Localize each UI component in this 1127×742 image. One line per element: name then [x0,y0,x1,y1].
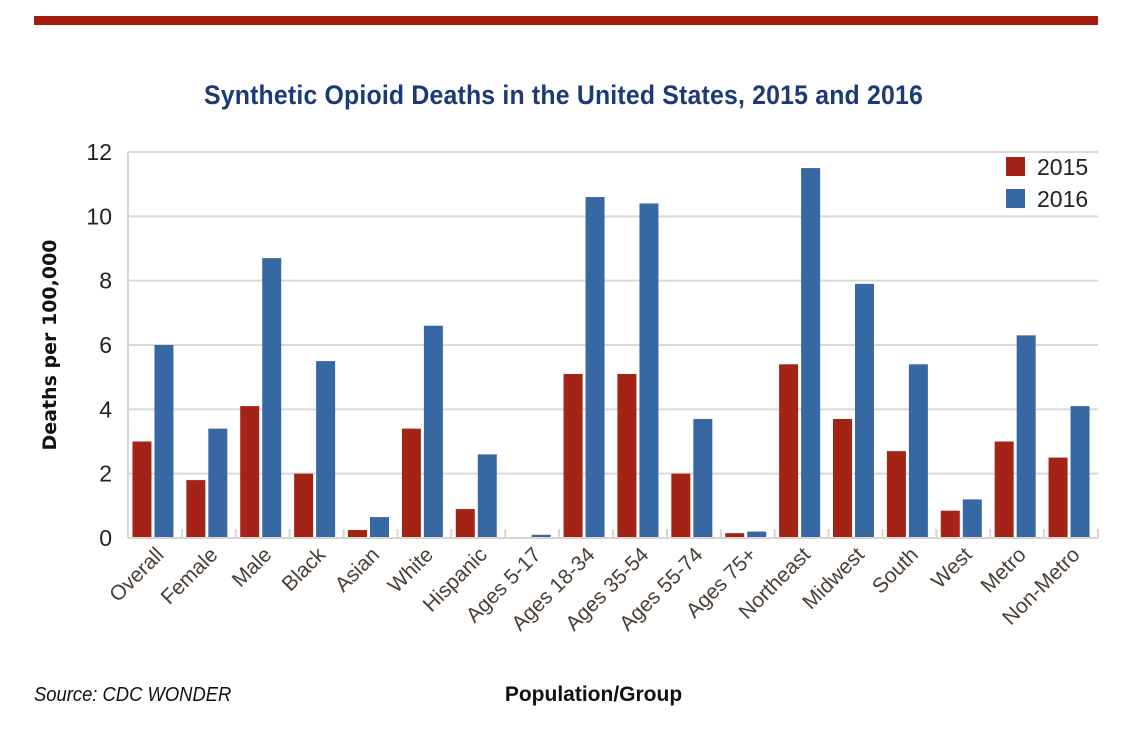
x-axis-label: Population/Group [504,683,683,706]
bar-2015-northeast [779,364,799,538]
bar-2016-ages-75- [747,531,767,538]
y-tick-label: 6 [99,332,112,358]
bar-2015-ages-55-74 [671,473,691,538]
y-tick-labels: 0 2 4 6 8 10 12 [86,139,112,551]
legend-swatch-2015 [1006,157,1025,176]
top-accent-rule [34,16,1098,25]
chart-title: Synthetic Opioid Deaths in the United St… [203,80,923,110]
bar-2015-ages-18-34 [563,373,583,538]
x-tick-label: Overall [105,543,168,606]
source-note: Source: CDC WONDER [34,684,232,706]
bar-2016-asian [370,517,389,538]
legend-label-2016: 2016 [1037,186,1088,212]
bars [132,168,1090,539]
y-tick-label: 0 [99,525,112,551]
y-tick-label: 12 [86,139,112,165]
bar-2016-male [262,258,282,538]
y-tick-label: 4 [99,396,112,422]
bar-2016-midwest [855,283,874,538]
bar-2015-female [186,480,206,538]
y-tick-label: 8 [99,268,112,294]
x-tick-label: South [868,543,923,598]
bar-2016-ages-35-54 [639,203,659,538]
y-tick-label: 2 [99,461,112,487]
bar-2015-hispanic [455,509,475,538]
bar-2016-west [962,499,982,538]
y-tick-label: 10 [86,203,112,229]
x-tick-label: Female [157,543,223,609]
bar-2016-hispanic [477,454,497,538]
bar-2015-ages-75- [725,533,745,538]
bar-2015-metro [994,441,1014,538]
legend-swatch-2016 [1006,189,1025,208]
x-tick-label: Black [278,543,331,596]
x-tick-label: West [927,543,977,593]
bar-2016-ages-55-74 [693,418,713,538]
x-tick-label: Asian [331,543,384,596]
gridlines [128,151,1098,475]
bar-2016-overall [154,345,174,538]
bar-2015-west [940,510,960,538]
legend-label-2015: 2015 [1037,154,1088,180]
bar-2016-northeast [801,168,821,539]
bar-2016-ages-5-17 [531,534,551,538]
bar-2016-black [316,361,336,538]
x-tick-label: Male [228,543,276,591]
bar-2015-non-metro [1048,457,1068,538]
bar-2016-non-metro [1070,406,1090,538]
bar-2015-overall [132,441,152,538]
bar-2015-south [886,451,906,538]
bar-2015-male [240,406,260,538]
bar-2016-south [908,364,928,538]
bar-2015-ages-35-54 [617,373,637,538]
bar-2015-white [401,428,421,538]
bar-2016-metro [1016,335,1036,538]
bar-2015-midwest [833,418,852,538]
bar-2016-female [208,428,228,538]
bar-2016-white [423,325,443,538]
legend: 2015 2016 [1006,154,1088,212]
bar-2015-black [294,473,314,538]
y-axis-label: Deaths per 100,000 [39,239,61,450]
axes [127,152,1099,539]
bar-2016-ages-18-34 [585,197,605,539]
bar-2015-asian [348,529,367,538]
